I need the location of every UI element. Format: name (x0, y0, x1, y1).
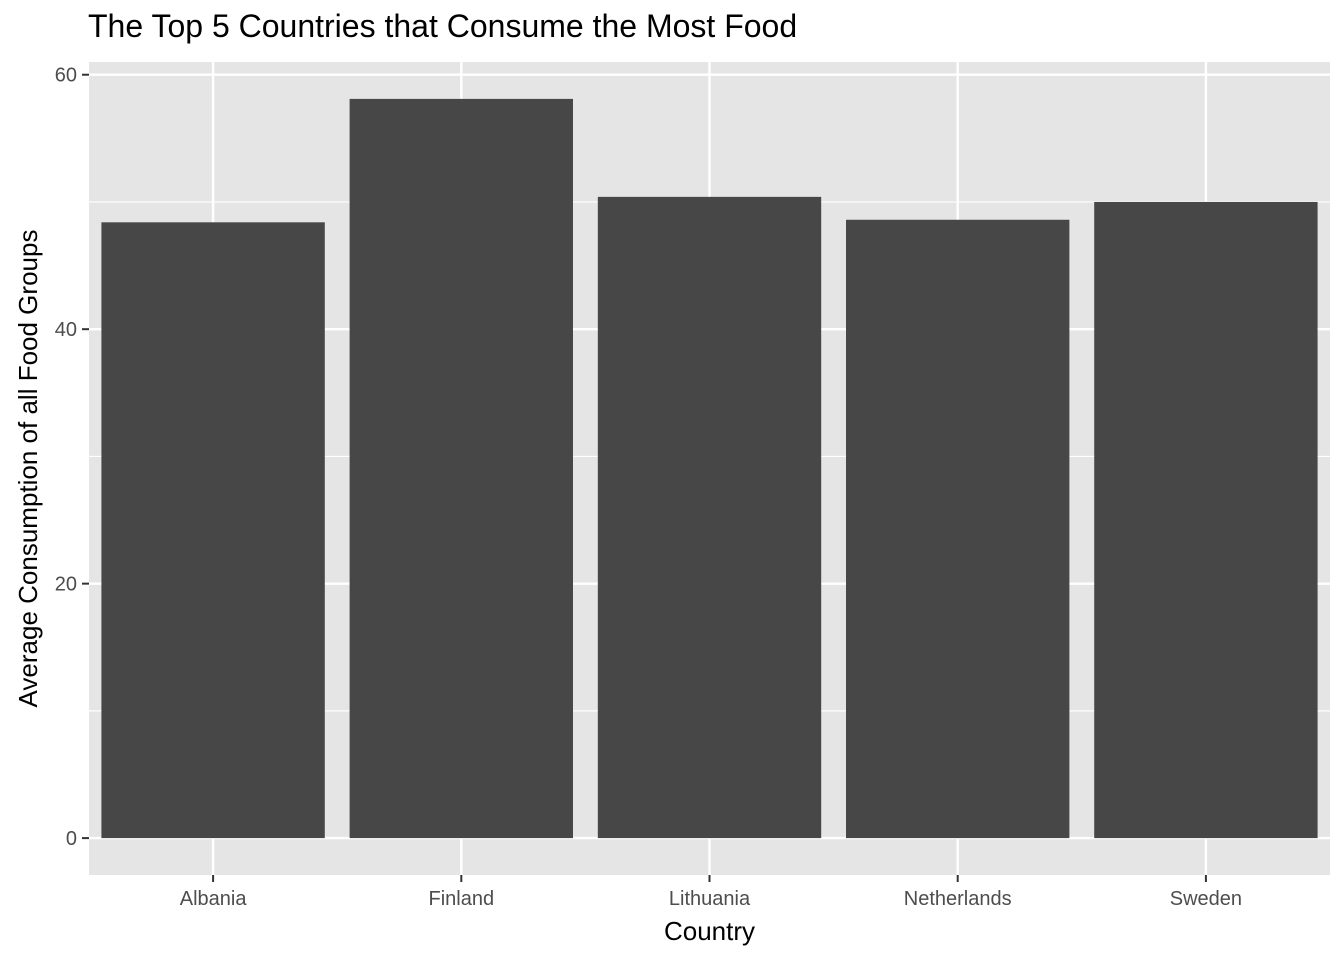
y-tick-label: 40 (55, 319, 77, 341)
x-tick-label: Albania (180, 888, 248, 910)
x-tick-label: Sweden (1170, 888, 1242, 910)
bar-sweden (1094, 201, 1318, 839)
x-axis-title: Country (664, 916, 755, 946)
x-tick-label: Finland (428, 888, 494, 910)
bars (101, 98, 1318, 839)
y-tick-label: 20 (55, 574, 77, 596)
axes: 0 20 40 60 Albania Finland Lithuania Netherland… (55, 65, 1242, 910)
y-axis-title: Average Consumption of all Food Groups (13, 230, 43, 708)
bar-netherlands (846, 219, 1070, 839)
x-tick-label: Lithuania (669, 888, 751, 910)
x-tick-label: Netherlands (904, 888, 1012, 910)
chart-title: The Top 5 Countries that Consume the Mos… (88, 8, 798, 44)
bar-finland (349, 98, 573, 839)
y-tick-label: 0 (66, 828, 77, 850)
bar-albania (101, 222, 325, 839)
bar-lithuania (597, 196, 822, 839)
y-tick-label: 60 (55, 65, 77, 87)
